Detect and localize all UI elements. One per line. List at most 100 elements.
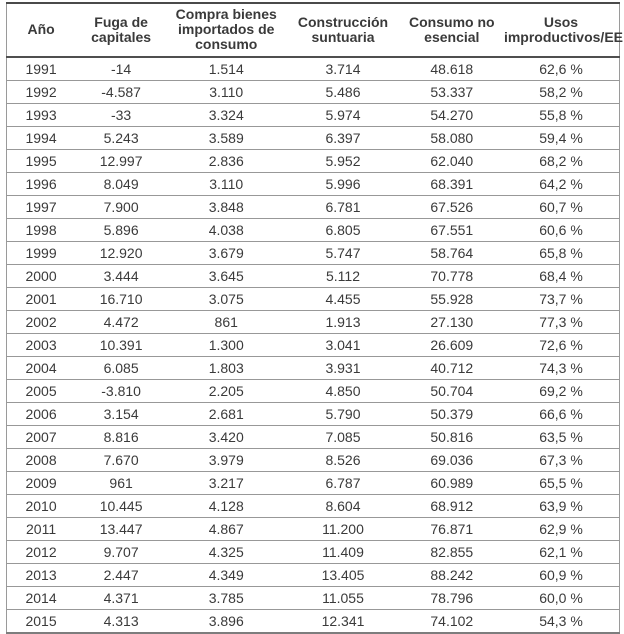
year-cell: 2001 bbox=[6, 287, 76, 311]
value-cell: 4.867 bbox=[167, 517, 286, 541]
value-cell: 5.790 bbox=[285, 402, 401, 426]
year-cell: 1993 bbox=[6, 103, 76, 127]
value-cell: 9.707 bbox=[75, 540, 168, 564]
value-cell: 60,9 % bbox=[502, 563, 620, 587]
value-cell: 88.242 bbox=[400, 563, 503, 587]
table-row: 1997 7.900 3.848 6.781 67.526 60,7 % bbox=[6, 195, 620, 219]
value-cell: 69.036 bbox=[400, 448, 503, 472]
value-cell: 53.337 bbox=[400, 80, 503, 104]
value-cell: 6.787 bbox=[285, 471, 401, 495]
table-row: 2006 3.154 2.681 5.790 50.379 66,6 % bbox=[6, 402, 620, 426]
table-header: Año Fuga de capitales Compra bienes import… bbox=[6, 3, 623, 58]
value-cell: 4.128 bbox=[167, 494, 286, 518]
value-cell: 67.551 bbox=[400, 218, 503, 242]
table-row: 2001 16.710 3.075 4.455 55.928 73,7 % bbox=[6, 287, 620, 311]
year-cell: 2000 bbox=[6, 264, 76, 288]
value-cell: 5.974 bbox=[285, 103, 401, 127]
value-cell: 4.325 bbox=[167, 540, 286, 564]
year-cell: 2003 bbox=[6, 333, 76, 357]
year-cell: 2013 bbox=[6, 563, 76, 587]
year-cell: 1991 bbox=[6, 57, 76, 81]
value-cell: -33 bbox=[75, 103, 168, 127]
value-cell: 62,9 % bbox=[502, 517, 620, 541]
value-cell: 5.486 bbox=[285, 80, 401, 104]
value-cell: 16.710 bbox=[75, 287, 168, 311]
table-row: 2005 -3.810 2.205 4.850 50.704 69,2 % bbox=[6, 379, 620, 403]
value-cell: 50.816 bbox=[400, 425, 503, 449]
year-cell: 2008 bbox=[6, 448, 76, 472]
value-cell: 68,2 % bbox=[502, 149, 620, 173]
table-body: 1991 -14 1.514 3.714 48.618 62,6 % 1992 -4.587 3… bbox=[6, 57, 620, 633]
value-cell: 65,5 % bbox=[502, 471, 620, 495]
value-cell: 58.764 bbox=[400, 241, 503, 265]
column-header: Compra bienes importados de consumo bbox=[167, 3, 286, 58]
value-cell: 3.848 bbox=[167, 195, 286, 219]
value-cell: 62.040 bbox=[400, 149, 503, 173]
value-cell: 3.420 bbox=[167, 425, 286, 449]
value-cell: 65,8 % bbox=[502, 241, 620, 265]
value-cell: 59,4 % bbox=[502, 126, 620, 150]
column-header: Consumo no esencial bbox=[400, 3, 503, 58]
year-cell: 1995 bbox=[6, 149, 76, 173]
table-row: 2013 2.447 4.349 13.405 88.242 60,9 % bbox=[6, 563, 620, 587]
value-cell: 12.341 bbox=[285, 609, 401, 633]
value-cell: 3.110 bbox=[167, 80, 286, 104]
value-cell: 1.300 bbox=[167, 333, 286, 357]
value-cell: 7.900 bbox=[75, 195, 168, 219]
value-cell: 5.996 bbox=[285, 172, 401, 196]
value-cell: 55.928 bbox=[400, 287, 503, 311]
value-cell: 27.130 bbox=[400, 310, 503, 334]
value-cell: 2.836 bbox=[167, 149, 286, 173]
value-cell: 1.514 bbox=[167, 57, 286, 81]
year-cell: 2010 bbox=[6, 494, 76, 518]
value-cell: 5.112 bbox=[285, 264, 401, 288]
value-cell: 26.609 bbox=[400, 333, 503, 357]
value-cell: 58.080 bbox=[400, 126, 503, 150]
year-cell: 2014 bbox=[6, 586, 76, 610]
value-cell: 5.243 bbox=[75, 126, 168, 150]
value-cell: 77,3 % bbox=[502, 310, 620, 334]
value-cell: 5.952 bbox=[285, 149, 401, 173]
value-cell: 3.110 bbox=[167, 172, 286, 196]
value-cell: 11.200 bbox=[285, 517, 401, 541]
value-cell: 3.041 bbox=[285, 333, 401, 357]
value-cell: 60.989 bbox=[400, 471, 503, 495]
value-cell: -14 bbox=[75, 57, 168, 81]
value-cell: 64,2 % bbox=[502, 172, 620, 196]
column-header: Fuga de capitales bbox=[75, 3, 168, 58]
value-cell: 8.526 bbox=[285, 448, 401, 472]
table-row: 2011 13.447 4.867 11.200 76.871 62,9 % bbox=[6, 517, 620, 541]
value-cell: 60,6 % bbox=[502, 218, 620, 242]
table-row: 2004 6.085 1.803 3.931 40.712 74,3 % bbox=[6, 356, 620, 380]
table-row: 2007 8.816 3.420 7.085 50.816 63,5 % bbox=[6, 425, 620, 449]
year-cell: 1997 bbox=[6, 195, 76, 219]
value-cell: 60,0 % bbox=[502, 586, 620, 610]
table-row: 1993 -33 3.324 5.974 54.270 55,8 % bbox=[6, 103, 620, 127]
value-cell: 66,6 % bbox=[502, 402, 620, 426]
value-cell: -4.587 bbox=[75, 80, 168, 104]
table-row: 2010 10.445 4.128 8.604 68.912 63,9 % bbox=[6, 494, 620, 518]
value-cell: -3.810 bbox=[75, 379, 168, 403]
value-cell: 54,3 % bbox=[502, 609, 620, 633]
value-cell: 7.085 bbox=[285, 425, 401, 449]
year-cell: 2004 bbox=[6, 356, 76, 380]
value-cell: 48.618 bbox=[400, 57, 503, 81]
value-cell: 4.371 bbox=[75, 586, 168, 610]
year-cell: 2002 bbox=[6, 310, 76, 334]
column-header: Usos improductivos/EE bbox=[502, 3, 623, 58]
value-cell: 3.679 bbox=[167, 241, 286, 265]
value-cell: 2.205 bbox=[167, 379, 286, 403]
value-cell: 62,6 % bbox=[502, 57, 620, 81]
value-cell: 82.855 bbox=[400, 540, 503, 564]
value-cell: 68.912 bbox=[400, 494, 503, 518]
column-header: Construcción suntuaria bbox=[285, 3, 401, 58]
value-cell: 3.075 bbox=[167, 287, 286, 311]
value-cell: 54.270 bbox=[400, 103, 503, 127]
year-cell: 2009 bbox=[6, 471, 76, 495]
value-cell: 74.102 bbox=[400, 609, 503, 633]
value-cell: 3.931 bbox=[285, 356, 401, 380]
value-cell: 50.379 bbox=[400, 402, 503, 426]
table-row: 1999 12.920 3.679 5.747 58.764 65,8 % bbox=[6, 241, 620, 265]
value-cell: 68.391 bbox=[400, 172, 503, 196]
value-cell: 60,7 % bbox=[502, 195, 620, 219]
